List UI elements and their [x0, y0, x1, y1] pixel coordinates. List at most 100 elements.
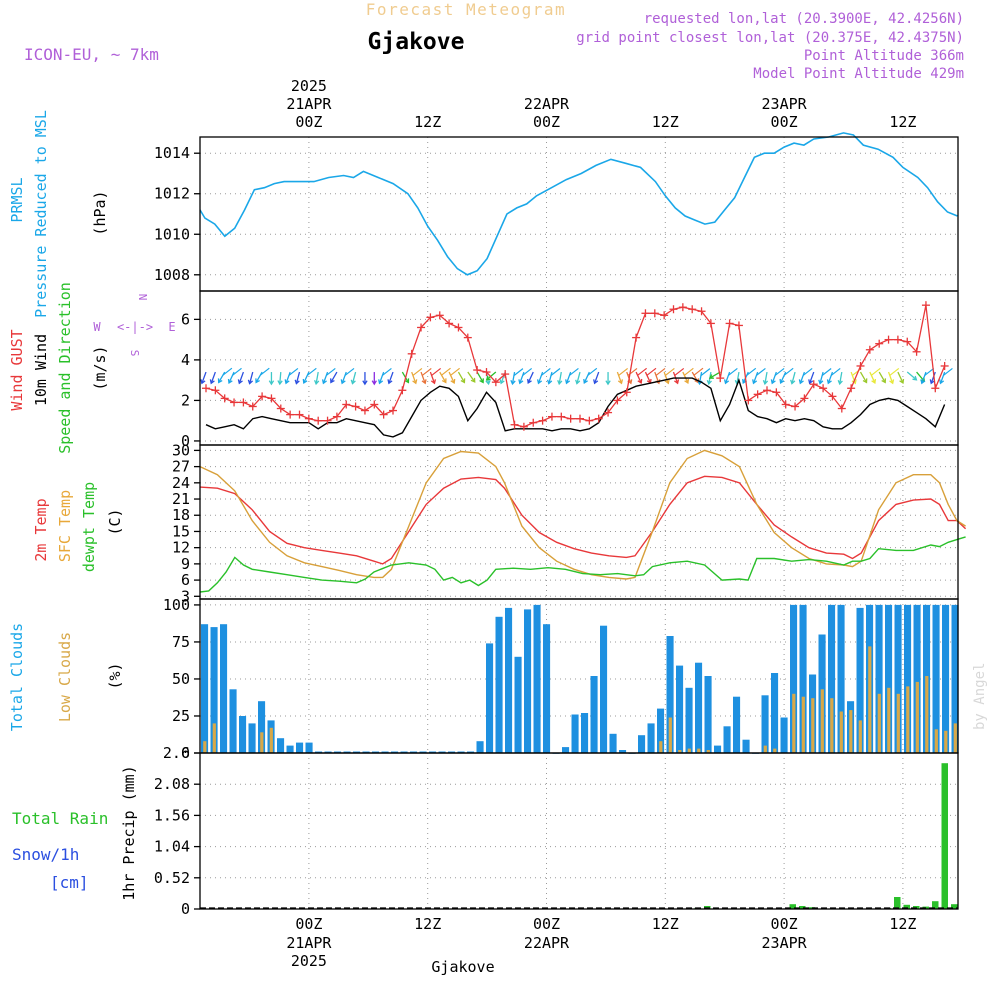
bottom-year-label: 2025	[291, 952, 327, 970]
total-cloud-bar-6	[248, 723, 256, 753]
rain-bar-79	[932, 901, 939, 909]
ytick-label-clouds-3: 75	[172, 633, 190, 651]
wind-arrow-shaft-4	[238, 371, 245, 384]
total-cloud-bar-53	[695, 662, 703, 753]
wind-arrow-5	[247, 371, 254, 385]
wind-feather-46	[637, 367, 647, 376]
ytick-label-precip-0: 0	[181, 900, 190, 918]
wind-arrow-6	[255, 367, 270, 384]
wind-arrow-shaft-70	[859, 371, 868, 383]
wind-feather-24	[431, 367, 441, 376]
total-cloud-bar-22	[400, 751, 408, 753]
low-cloud-bar-54	[706, 750, 710, 753]
gust-marker-59	[753, 390, 762, 399]
wind-arrow-head-61	[770, 379, 776, 385]
pressure-labels: PRMSL Pressure Reduced to MSL (hPa)	[8, 110, 109, 318]
total-cloud-bar-54	[704, 676, 712, 753]
ytick-label-pressure-2: 1012	[154, 185, 190, 203]
wind-arrow-4	[237, 371, 245, 385]
top-hour-label-0: 00Z	[295, 113, 322, 131]
ytick-label-wind-2: 4	[181, 351, 190, 369]
gust-marker-69	[847, 384, 856, 393]
ytick-label-temp-4: 15	[172, 522, 190, 540]
gust-marker-13	[323, 416, 332, 425]
wind-arrow-79	[939, 367, 953, 385]
wind-arrow-shaft-63	[791, 371, 796, 384]
low-cloud-bar-51	[678, 750, 682, 753]
total-cloud-bar-21	[391, 751, 399, 753]
total-cloud-bar-7	[258, 701, 266, 753]
low-cloud-bar-1	[203, 741, 207, 753]
gust-marker-51	[678, 303, 687, 312]
top-hour-label-1: 12Z	[414, 113, 441, 131]
pressure-msl-label: Pressure Reduced to MSL	[32, 110, 50, 318]
total-cloud-bar-32	[495, 616, 503, 753]
wind-arrow-head-13	[321, 379, 327, 385]
gust-marker-5	[248, 402, 257, 411]
gust-marker-22	[407, 349, 416, 358]
wind-arrow-shaft-16	[351, 371, 357, 384]
wind-arrow-head-59	[752, 379, 758, 385]
wind-arrow-head-6	[255, 378, 260, 384]
gust-marker-27	[454, 323, 463, 332]
gust-marker-1	[211, 386, 220, 395]
location-title: Gjakove	[368, 29, 465, 55]
total-cloud-bar-2	[210, 627, 218, 753]
wind-feather-49	[665, 367, 675, 376]
frame-pressure	[199, 136, 959, 292]
gust-marker-68	[837, 404, 846, 413]
wind-arrow-head-31	[485, 375, 491, 381]
rain-bar-65	[799, 906, 806, 909]
cloud-labels: Total Clouds Low Clouds (%)	[8, 623, 124, 731]
gust-marker-65	[809, 380, 818, 389]
bottom-hour-label-4: 00Z	[771, 915, 798, 933]
wind-arrow-71	[869, 367, 881, 384]
wind-arrow-head-79	[939, 379, 945, 385]
wind-arrow-shaft-11	[303, 371, 310, 384]
gust-marker-37	[547, 412, 556, 421]
wind-arrow-shaft-28	[467, 371, 476, 383]
model-altitude: Model Point Altitude 429m	[753, 66, 964, 82]
total-cloud-bar-79	[942, 604, 950, 753]
bottom-hour-label-3: 12Z	[652, 915, 679, 933]
wind-arrow-head-5	[247, 379, 254, 385]
low-cloud-bar-79	[944, 730, 948, 753]
wind-arrow-head-1	[209, 379, 215, 385]
wind-arrow-shaft-57	[736, 371, 740, 384]
gust-marker-0	[202, 384, 210, 393]
rain-bar-64	[789, 904, 796, 909]
gust-marker-18	[370, 400, 379, 409]
wind-feather-59	[756, 367, 766, 376]
wind-arrow-9	[284, 367, 299, 385]
top-hour-label-5: 12Z	[889, 113, 916, 131]
total-cloud-bar-55	[714, 745, 722, 753]
wind-arrow-head-41	[583, 378, 588, 384]
total-cloud-bar-20	[381, 751, 389, 753]
wind-gust-label: Wind GUST	[8, 329, 26, 410]
t2m-label: 2m Temp	[32, 498, 50, 561]
footer-location: Gjakove	[431, 958, 494, 976]
ytick-label-wind-0: 0	[181, 432, 190, 450]
total-cloud-bar-41	[581, 713, 589, 753]
top-date-label-0: 21APR	[286, 95, 332, 113]
compass-south: S	[128, 350, 141, 357]
total-cloud-bar-80	[951, 604, 959, 753]
wind-arrow-shaft-71	[869, 371, 876, 384]
low-cloud-bar-76	[915, 681, 919, 753]
bottom-hour-label-1: 12Z	[414, 915, 441, 933]
total-cloud-bar-23	[410, 751, 418, 753]
wind-feather-58	[746, 367, 757, 376]
wind-arrow-shaft-47	[644, 371, 652, 384]
wind-arrow-shaft-68	[839, 371, 843, 384]
wind-arrow-shaft-46	[635, 371, 642, 384]
wind-arrow-shaft-31	[486, 371, 497, 381]
top-year-label: 2025	[291, 77, 327, 95]
low-cloud-bar-75	[906, 686, 910, 753]
wind-arrow-head-27	[460, 378, 466, 384]
rain-bar-80	[941, 763, 948, 909]
wind-arrow-shaft-10	[295, 371, 301, 384]
wind-arrow-head-70	[862, 378, 868, 384]
wind-arrow-shaft-75	[906, 371, 917, 381]
low-cloud-bar-2	[212, 723, 216, 753]
